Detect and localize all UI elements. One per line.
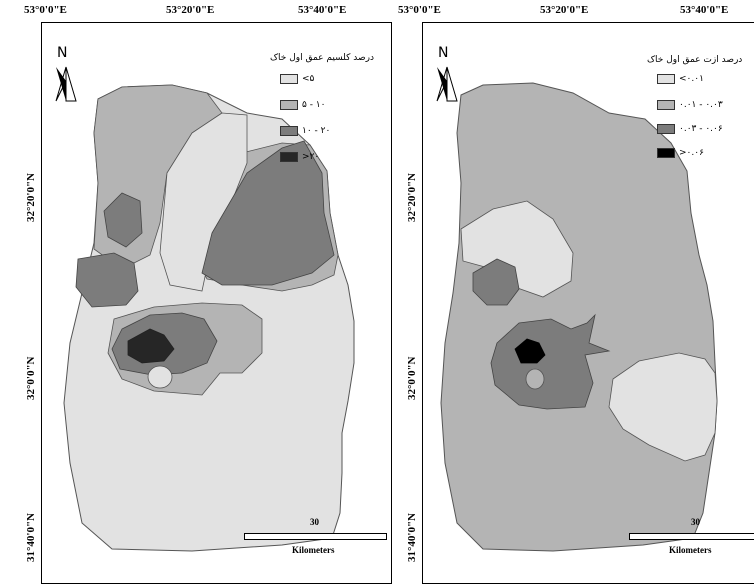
left-top-coord-3: 53°40'0"E — [298, 4, 347, 16]
north-arrow-icon — [436, 66, 458, 102]
scale-unit: Kilometers — [292, 545, 335, 555]
legend-label: >۲۰ — [302, 152, 320, 162]
left-top-coord-1: 53°0'0"E — [24, 4, 67, 16]
legend-label: ۰.۰۱ - ۰.۰۳ — [679, 100, 723, 110]
left-lat-3: 31°40'0"N — [25, 512, 37, 562]
legend-swatch — [280, 74, 298, 84]
calcium-legend-item: ۱۰ - ۲۰ — [280, 125, 330, 137]
legend-swatch — [280, 100, 298, 110]
calcium-map-panel: N درصد کلسیم عمق اول خاک <۵ ۵ - ۱۰ ۱۰ - … — [41, 22, 392, 584]
scale-bar — [629, 533, 754, 540]
left-lat-2: 32°0'0"N — [25, 356, 37, 400]
zone-lt5-hole — [147, 365, 173, 389]
legend-label: >۰.۰۶ — [679, 148, 704, 158]
zone-10-20-east — [201, 140, 335, 286]
zone-10-20-west — [75, 252, 139, 308]
right-top-coord-3: 53°40'0"E — [680, 4, 729, 16]
zone-lt001-east — [608, 352, 718, 462]
calcium-legend-title: درصد کلسیم عمق اول خاک — [270, 53, 374, 63]
legend-label: <۵ — [302, 74, 315, 84]
left-lat-1: 32°20'0"N — [25, 172, 37, 222]
scale-unit: Kilometers — [669, 545, 712, 555]
nitrogen-legend-item: ۰.۰۳ - ۰.۰۶ — [657, 123, 723, 135]
zone-001-003-hole — [525, 368, 545, 390]
right-lat-1: 32°20'0"N — [406, 172, 418, 222]
calcium-legend-item: ۵ - ۱۰ — [280, 99, 325, 111]
north-label: N — [438, 45, 449, 61]
zone-003-006-west — [472, 258, 520, 306]
right-top-coord-1: 53°0'0"E — [398, 4, 441, 16]
right-lat-3: 31°40'0"N — [406, 512, 418, 562]
legend-swatch — [280, 126, 298, 136]
right-lat-2: 32°0'0"N — [406, 356, 418, 400]
nitrogen-legend-item: ۰.۰۱ - ۰.۰۳ — [657, 99, 723, 111]
left-top-coord-2: 53°20'0"E — [166, 4, 215, 16]
nitrogen-map-panel: N درصد ازت عمق اول خاک <۰.۰۱ ۰.۰۱ - ۰.۰۳… — [422, 22, 754, 584]
legend-label: <۰.۰۱ — [679, 74, 704, 84]
zone-gt20-core — [127, 328, 175, 364]
north-arrow-icon — [55, 66, 77, 102]
legend-swatch — [657, 100, 675, 110]
nitrogen-map — [436, 66, 718, 552]
legend-label: ۵ - ۱۰ — [302, 100, 326, 110]
legend-swatch — [657, 124, 675, 134]
calcium-legend-item: >۲۰ — [280, 151, 319, 163]
nitrogen-legend-item: >۰.۰۶ — [657, 147, 704, 159]
nitrogen-legend-item: <۰.۰۱ — [657, 73, 704, 85]
right-top-coord-2: 53°20'0"E — [540, 4, 589, 16]
nitrogen-legend-title: درصد ازت عمق اول خاک — [647, 55, 743, 65]
zone-gt006-core — [514, 338, 546, 364]
zone-003-006-center — [490, 313, 611, 410]
scale-bar — [244, 533, 387, 540]
legend-swatch — [657, 148, 675, 158]
legend-label: ۱۰ - ۲۰ — [302, 126, 331, 136]
zone-lt001-north — [460, 200, 574, 298]
scale-number: 30 — [310, 517, 319, 527]
scale-number: 30 — [691, 517, 700, 527]
legend-label: ۰.۰۳ - ۰.۰۶ — [679, 124, 723, 134]
north-label: N — [57, 45, 68, 61]
calcium-map — [55, 66, 355, 552]
legend-swatch — [280, 152, 298, 162]
zone-10-20-nw — [103, 192, 143, 248]
calcium-legend-item: <۵ — [280, 73, 314, 85]
legend-swatch — [657, 74, 675, 84]
